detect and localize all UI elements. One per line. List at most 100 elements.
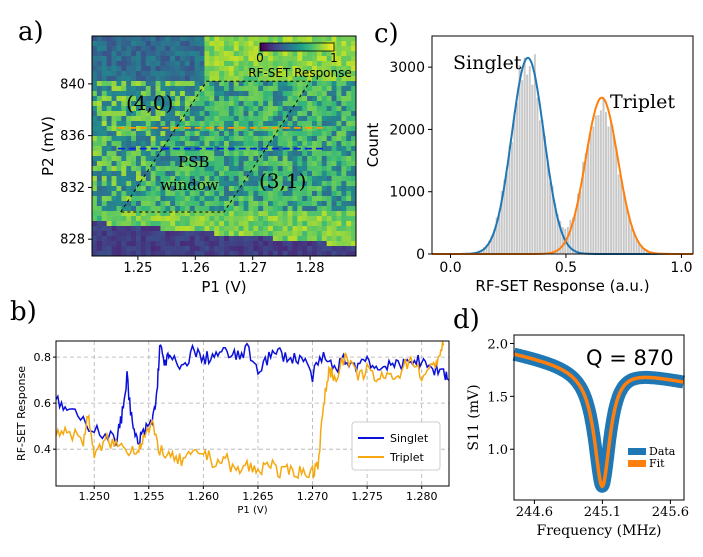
heatmap-cell (101, 101, 108, 107)
heatmap-cell (106, 156, 112, 162)
heatmap-cell (145, 116, 152, 122)
heatmap-cell (116, 211, 122, 217)
heatmap-cell (248, 116, 254, 122)
heatmap-cell (145, 156, 152, 162)
heatmap-cell (258, 106, 264, 112)
histogram-bar (531, 84, 534, 254)
y-tick-label: 1.5 (487, 390, 508, 405)
heatmap-cell (346, 91, 352, 97)
heatmap-cell (336, 106, 342, 112)
heatmap-cell (253, 131, 259, 137)
heatmap-cell (312, 136, 318, 142)
heatmap-cell (180, 81, 186, 87)
heatmap-cell (126, 76, 132, 82)
heatmap-cell (238, 156, 244, 162)
heatmap-cell (307, 246, 313, 252)
heatmap-cell (346, 241, 352, 247)
heatmap-cell (287, 56, 293, 62)
heatmap-cell (331, 171, 337, 177)
heatmap-cell (263, 136, 269, 142)
heatmap-cell (282, 96, 288, 102)
heatmap-cell (165, 166, 171, 172)
heatmap-cell (204, 111, 210, 117)
heatmap-cell (243, 131, 249, 137)
heatmap-cell (219, 106, 225, 112)
heatmap-cell (238, 216, 244, 222)
heatmap-cell (282, 241, 288, 247)
heatmap-cell (243, 231, 249, 237)
heatmap-cell (263, 236, 269, 242)
heatmap-cell (307, 61, 313, 67)
heatmap-cell (184, 226, 191, 232)
heatmap-cell (224, 91, 230, 97)
heatmap-cell (150, 71, 156, 77)
heatmap-cell (136, 141, 142, 147)
heatmap-cell (248, 206, 254, 212)
heatmap-cell (258, 166, 264, 172)
heatmap-cell (258, 171, 264, 177)
heatmap-cell (351, 136, 357, 142)
heatmap-cell (204, 106, 210, 112)
heatmap-cell (92, 71, 98, 77)
heatmap-cell (351, 166, 357, 172)
heatmap-cell (116, 51, 122, 57)
heatmap-cell (121, 191, 127, 197)
heatmap-cell (209, 166, 215, 172)
heatmap-cell (92, 221, 98, 227)
heatmap-cell (228, 221, 235, 227)
heatmap-cell (321, 116, 328, 122)
heatmap-cell (341, 61, 347, 67)
heatmap-cell (321, 166, 328, 172)
heatmap-cell (96, 151, 103, 157)
heatmap-cell (131, 211, 137, 217)
heatmap-cell (297, 111, 303, 117)
heatmap-cell (253, 121, 259, 127)
heatmap-cell (106, 206, 112, 212)
heatmap-cell (346, 206, 352, 212)
heatmap-cell (204, 51, 210, 57)
heatmap-cell (292, 206, 298, 212)
heatmap-cell (263, 71, 269, 77)
heatmap-cell (165, 216, 171, 222)
heatmap-cell (224, 51, 230, 57)
heatmap-cell (233, 181, 240, 187)
heatmap-cell (194, 176, 200, 182)
heatmap-cell (209, 201, 215, 207)
heatmap-cell (268, 211, 274, 217)
heatmap-cell (214, 156, 220, 162)
heatmap-cell (106, 246, 112, 252)
heatmap-cell (111, 141, 117, 147)
histogram-bar (508, 145, 511, 254)
heatmap-cell (175, 111, 181, 117)
heatmap-cell (92, 41, 98, 47)
heatmap-cell (140, 151, 147, 157)
heatmap-cell (228, 161, 235, 167)
heatmap-cell (302, 181, 308, 187)
heatmap-cell (233, 121, 240, 127)
heatmap-cell (287, 106, 293, 112)
heatmap-cell (233, 191, 240, 197)
heatmap-cell (150, 201, 156, 207)
heatmap-cell (184, 221, 191, 227)
heatmap-cell (233, 246, 240, 252)
heatmap-cell (263, 61, 269, 67)
heatmap-cell (272, 176, 279, 182)
heatmap-cell (312, 36, 318, 42)
heatmap-cell (101, 76, 108, 82)
heatmap-cell (214, 211, 220, 217)
heatmap-cell (145, 226, 152, 232)
heatmap-cell (341, 131, 347, 137)
heatmap-cell (263, 246, 269, 252)
heatmap-cell (287, 96, 293, 102)
heatmap-cell (321, 226, 328, 232)
heatmap-cell (214, 151, 220, 157)
heatmap-cell (258, 66, 264, 72)
heatmap-cell (106, 56, 112, 62)
heatmap-cell (204, 206, 210, 212)
heatmap-cell (180, 251, 186, 257)
heatmap-cell (101, 46, 108, 52)
heatmap-cell (92, 171, 98, 177)
heatmap-cell (331, 96, 337, 102)
heatmap-cell (219, 46, 225, 52)
heatmap-cell (277, 91, 284, 97)
